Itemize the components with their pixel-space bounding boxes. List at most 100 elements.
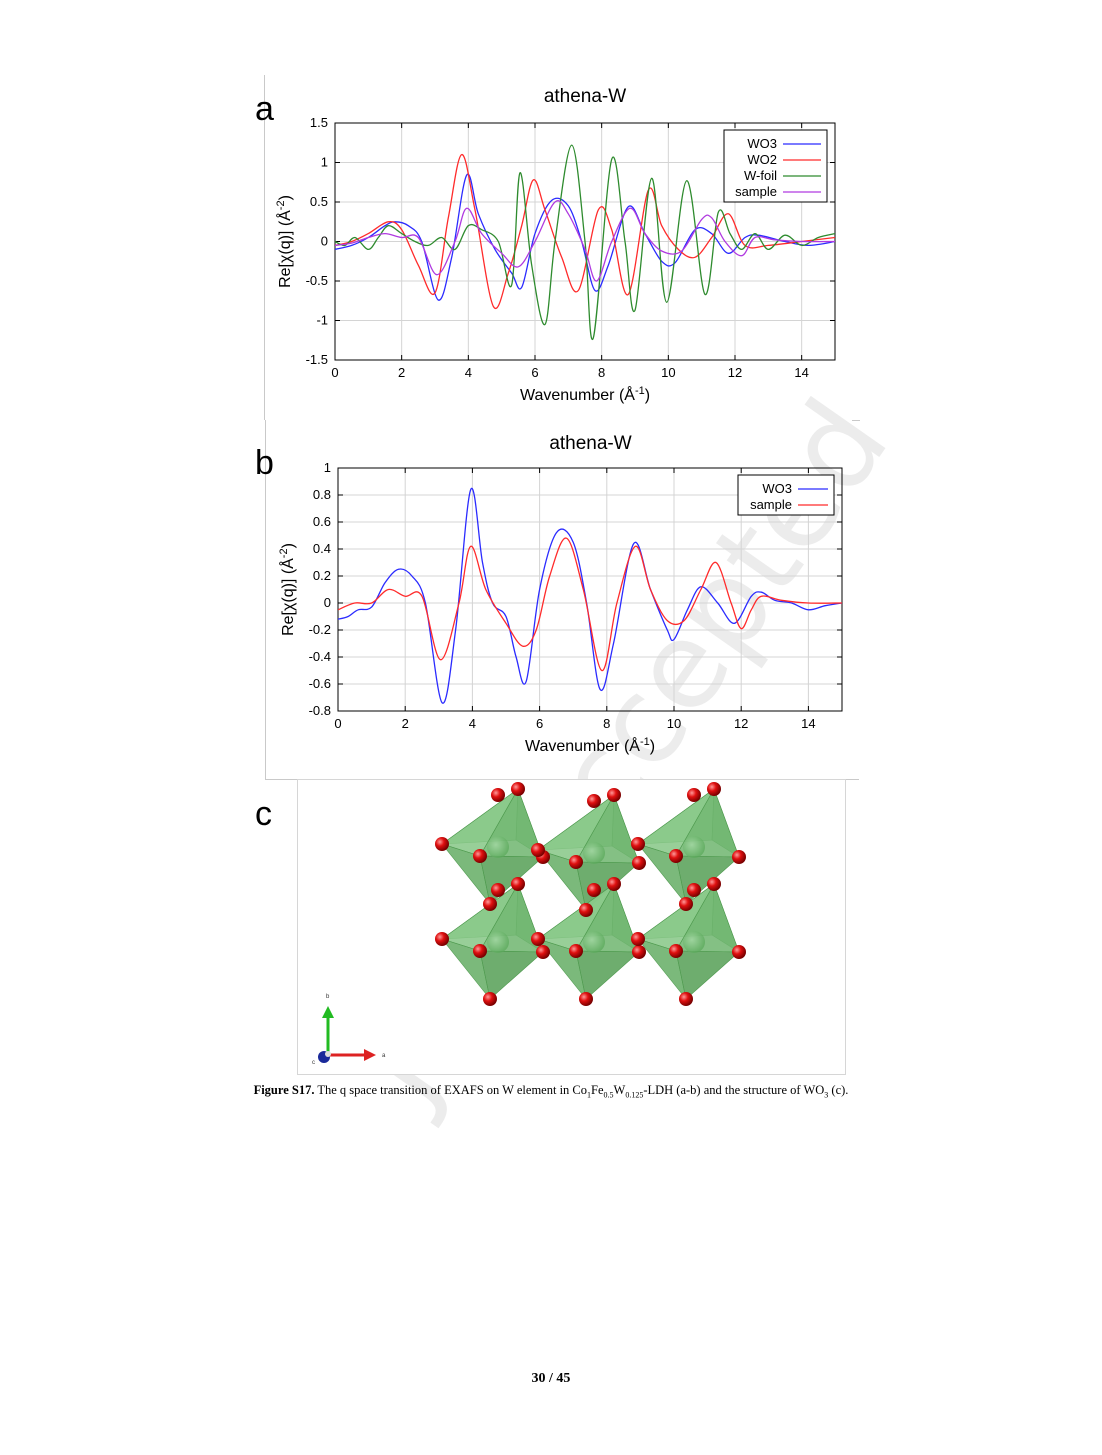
w-atom bbox=[683, 836, 705, 858]
w-atom bbox=[487, 836, 509, 858]
panel-letter-c: c bbox=[255, 795, 272, 833]
frame-line bbox=[265, 420, 266, 780]
plot-frame bbox=[337, 467, 843, 712]
legend-box bbox=[737, 474, 835, 516]
chart-title-b: athena-W bbox=[549, 433, 632, 454]
y-tick-label: 1 bbox=[324, 460, 331, 475]
w-atom bbox=[683, 931, 705, 953]
oxygen-atom bbox=[473, 944, 487, 958]
oxygen-atom bbox=[569, 944, 583, 958]
octahedra-group bbox=[440, 788, 740, 1000]
y-tick-label: -1 bbox=[316, 313, 328, 328]
w-atom bbox=[583, 931, 605, 953]
y-tick-label: 0 bbox=[321, 234, 328, 249]
series-line-wo2 bbox=[335, 153, 835, 310]
y-tick-label: 0.8 bbox=[313, 487, 331, 502]
x-tick-label: 12 bbox=[734, 716, 748, 731]
caption-label: Figure S17. bbox=[253, 1083, 315, 1097]
caption-text-2: Fe bbox=[591, 1083, 604, 1097]
series-line-w-foil bbox=[335, 144, 835, 341]
oxygen-atom bbox=[607, 877, 621, 891]
y-tick-label: -0.5 bbox=[306, 273, 328, 288]
x-tick-label: 6 bbox=[536, 716, 543, 731]
oxygen-atom bbox=[707, 782, 721, 796]
oxygen-atom bbox=[687, 883, 701, 897]
frame-line bbox=[264, 75, 265, 420]
x-tick-label: 14 bbox=[794, 365, 808, 380]
oxygen-atom bbox=[531, 843, 545, 857]
caption-sub-2: 0.5 bbox=[603, 1090, 614, 1100]
oxygen-atom bbox=[473, 849, 487, 863]
series-line-sample bbox=[335, 200, 835, 282]
y-axis-label: Re[χ(q)] (Å-2) bbox=[275, 195, 294, 288]
oxygen-atom bbox=[435, 837, 449, 851]
wo3-structure-image: b a c bbox=[297, 779, 846, 1075]
caption-text-1: The q space transition of EXAFS on W ele… bbox=[314, 1083, 588, 1097]
oxygen-atom bbox=[531, 932, 545, 946]
caption-text-5: (c). bbox=[828, 1083, 849, 1097]
legend-label: WO2 bbox=[747, 152, 777, 167]
caption-sub-3: 0.125 bbox=[625, 1090, 644, 1100]
legend-label: W-foil bbox=[744, 168, 777, 183]
oxygen-atom bbox=[732, 850, 746, 864]
x-tick-label: 4 bbox=[469, 716, 476, 731]
y-tick-label: -0.2 bbox=[309, 622, 331, 637]
x-tick-label: 10 bbox=[667, 716, 681, 731]
figure-caption: Figure S17. The q space transition of EX… bbox=[0, 1083, 1102, 1100]
panel-letter-a: a bbox=[255, 90, 274, 128]
y-tick-label: 0.6 bbox=[313, 514, 331, 529]
y-tick-label: 0.5 bbox=[310, 194, 328, 209]
oxygen-atom bbox=[669, 944, 683, 958]
x-tick-label: 2 bbox=[398, 365, 405, 380]
oxygen-atom bbox=[707, 877, 721, 891]
oxygen-atoms bbox=[435, 782, 746, 1006]
octahedron-face bbox=[675, 950, 740, 1000]
x-tick-label: 8 bbox=[603, 716, 610, 731]
oxygen-atom bbox=[679, 992, 693, 1006]
oxygen-atom bbox=[632, 945, 646, 959]
oxygen-atom bbox=[483, 897, 497, 911]
y-tick-label: -0.4 bbox=[309, 649, 331, 664]
axis-label-b: b bbox=[326, 994, 330, 1000]
oxygen-atom bbox=[491, 883, 505, 897]
panel-letter-b: b bbox=[255, 444, 274, 482]
y-tick-label: 1.5 bbox=[310, 115, 328, 130]
axis-label-c: c bbox=[312, 1060, 315, 1066]
oxygen-atom bbox=[536, 945, 550, 959]
y-tick-label: 0 bbox=[324, 595, 331, 610]
oxygen-atom bbox=[669, 849, 683, 863]
series-line-sample bbox=[338, 537, 842, 672]
oxygen-atom bbox=[435, 932, 449, 946]
legend-label: WO3 bbox=[762, 481, 792, 496]
y-tick-label: -1.5 bbox=[306, 352, 328, 367]
x-axis-label: Wavenumber (Å-1) bbox=[520, 385, 650, 404]
x-tick-label: 0 bbox=[334, 716, 341, 731]
x-tick-label: 12 bbox=[728, 365, 742, 380]
chart-a: 0 2 4 6 8 10 12 14 -1.5 -1 -0.5 0 0.5 1 1.5 Wavenumber … bbox=[275, 115, 836, 404]
y-tick-label: -0.8 bbox=[309, 703, 331, 718]
frame-line bbox=[265, 779, 299, 780]
oxygen-atom bbox=[579, 992, 593, 1006]
oxygen-atom bbox=[631, 837, 645, 851]
caption-text-3: W bbox=[613, 1083, 626, 1097]
oxygen-atom bbox=[607, 788, 621, 802]
w-atom bbox=[583, 842, 605, 864]
octahedron-face bbox=[575, 950, 640, 1000]
x-axis-label: Wavenumber (Å-1) bbox=[525, 736, 655, 755]
x-tick-label: 10 bbox=[661, 365, 675, 380]
axis-indicator: b a c bbox=[312, 994, 386, 1066]
y-tick-label: 0.2 bbox=[313, 568, 331, 583]
chart-title-a: athena-W bbox=[543, 86, 627, 107]
oxygen-atom bbox=[679, 897, 693, 911]
series-line-wo3 bbox=[335, 173, 835, 301]
x-tick-label: 4 bbox=[465, 365, 472, 380]
oxygen-atom bbox=[587, 794, 601, 808]
frame-line bbox=[843, 779, 859, 780]
x-tick-label: 8 bbox=[598, 365, 605, 380]
legend-box bbox=[723, 129, 828, 203]
oxygen-atom bbox=[491, 788, 505, 802]
series-line-wo3 bbox=[338, 487, 842, 704]
y-axis-label: Re[χ(q)] (Å-2) bbox=[278, 543, 297, 636]
oxygen-atom bbox=[569, 855, 583, 869]
caption-text-4: -LDH (a-b) and the structure of WO bbox=[643, 1083, 825, 1097]
